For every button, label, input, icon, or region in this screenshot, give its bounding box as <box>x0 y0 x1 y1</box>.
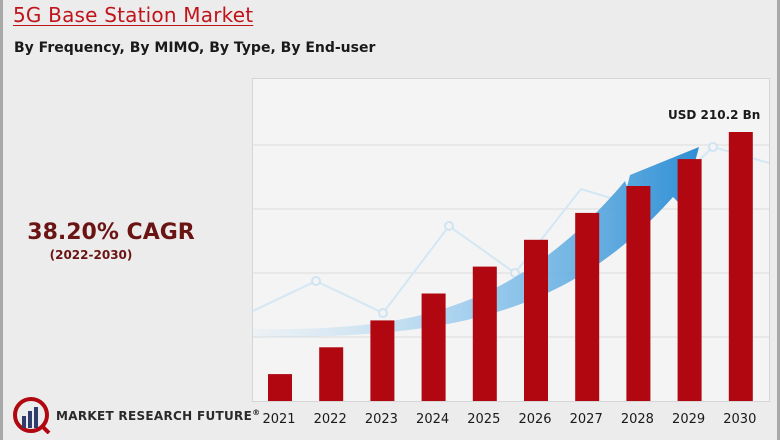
frame-border-right <box>777 0 780 440</box>
x-tick-label: 2023 <box>364 412 398 427</box>
x-tick-label: 2021 <box>262 412 296 427</box>
bar-2022 <box>319 347 344 401</box>
background-marker <box>444 221 454 231</box>
bar-2025 <box>472 266 497 401</box>
bar-2023 <box>370 320 395 401</box>
x-tick-label: 2024 <box>416 412 450 427</box>
bar-2029 <box>677 159 702 401</box>
bar-2030 <box>728 132 753 401</box>
chart-subtitle: By Frequency, By MIMO, By Type, By End-u… <box>14 40 376 56</box>
bars-group <box>268 132 753 401</box>
bar-2021 <box>268 374 292 401</box>
bar-2027 <box>575 212 600 401</box>
background-marker <box>378 308 388 318</box>
x-tick-label: 2022 <box>313 412 347 427</box>
background-marker <box>311 276 321 286</box>
cagr-value: 38.20% CAGR <box>27 220 195 245</box>
frame-border-left <box>0 0 3 440</box>
bar-2024 <box>421 293 446 401</box>
x-tick-label: 2030 <box>723 412 757 427</box>
x-tick-label: 2025 <box>467 412 501 427</box>
background-marker <box>708 142 718 152</box>
brand-name: MARKET RESEARCH FUTURE® <box>56 408 260 423</box>
background-marker <box>510 268 520 278</box>
x-tick-label: 2028 <box>620 412 654 427</box>
brand-registered-mark: ® <box>252 408 261 417</box>
bar-2026 <box>524 239 548 401</box>
total-value-annotation: USD 210.2 Bn <box>668 108 761 122</box>
x-tick-label: 2026 <box>518 412 552 427</box>
brand-logo-icon <box>13 397 51 434</box>
chart-title: 5G Base Station Market <box>13 3 254 27</box>
plot-area <box>252 78 770 402</box>
bar-2028 <box>626 186 651 401</box>
x-tick-label: 2029 <box>672 412 706 427</box>
cagr-period: (2022-2030) <box>49 248 133 262</box>
brand-name-text: MARKET RESEARCH FUTURE <box>56 409 253 423</box>
x-tick-label: 2027 <box>569 412 603 427</box>
bar-chart <box>253 132 769 401</box>
